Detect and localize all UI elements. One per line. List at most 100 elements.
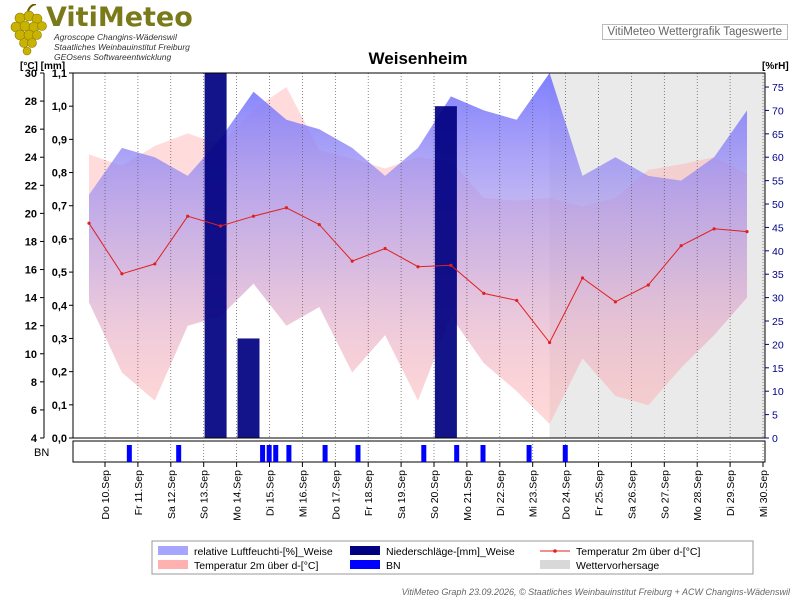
precip-tick-label: 0,7 (52, 201, 67, 213)
temperature-tick-label: 28 (25, 96, 37, 108)
humidity-tick-label: 20 (772, 339, 784, 351)
bn-event-bar (176, 445, 182, 462)
bn-event-bar (480, 445, 486, 462)
precip-tick-label: 0,2 (52, 367, 67, 379)
bn-event-bar (526, 445, 532, 462)
legend-bn-label: BN (386, 560, 401, 572)
temperature-point (251, 214, 256, 218)
precip-tick-label: 0,6 (52, 234, 67, 246)
x-tick-label: Di 22.Sep (495, 470, 507, 516)
temperature-tick-label: 12 (25, 321, 37, 333)
footer-credit: VitiMeteo Graph 23.09.2026, © Staatliche… (401, 587, 790, 597)
legend-temp-point (553, 549, 557, 553)
bn-event-bar (266, 445, 272, 462)
humidity-area (89, 73, 747, 424)
x-tick-label: Do 24.Sep (561, 470, 573, 520)
temperature-point (219, 224, 223, 228)
temperature-tick-label: 20 (25, 208, 37, 220)
temperature-point (679, 244, 683, 248)
legend-temp-band-swatch (158, 560, 188, 569)
precip-tick-label: 0,3 (52, 333, 67, 345)
precip-tick-label: 0,4 (52, 300, 68, 312)
x-tick-label: Di 15.Sep (265, 470, 277, 516)
humidity-tick-label: 45 (772, 222, 784, 234)
temperature-tick-label: 18 (25, 236, 37, 248)
temperature-point (580, 276, 585, 280)
temperature-point (712, 227, 716, 231)
temperature-point (284, 206, 288, 210)
bn-event-bar (273, 445, 279, 462)
bn-event-bar (286, 445, 292, 462)
left-axis-label: [°C] [mm] (20, 61, 65, 72)
humidity-tick-label: 55 (772, 176, 784, 188)
temperature-point (613, 300, 618, 304)
temperature-tick-label: 4 (31, 433, 38, 445)
humidity-tick-label: 50 (772, 199, 784, 211)
bn-strip (72, 440, 766, 463)
bn-event-bar (421, 445, 427, 462)
temperature-point (317, 223, 321, 227)
x-tick-label: Mo 14.Sep (232, 470, 244, 521)
x-tick-label: Sa 19.Sep (396, 470, 408, 519)
x-tick-label: Sa 26.Sep (626, 470, 638, 519)
bn-event-bar (454, 445, 460, 462)
logo-line-2: Staatliches Weinbauinstitut Freiburg (54, 42, 190, 52)
humidity-tick-label: 40 (772, 246, 784, 258)
temperature-tick-label: 6 (31, 405, 37, 417)
x-tick-label: Mi 16.Sep (297, 470, 309, 517)
bn-label: BN (34, 447, 49, 459)
x-tick-label: Fr 11.Sep (133, 470, 145, 515)
legend-precip-swatch (350, 546, 380, 555)
temperature-point (449, 263, 453, 267)
bn-event-bar (322, 445, 328, 462)
precip-bar (434, 106, 457, 438)
logo-title: VitiMeteo (46, 2, 193, 33)
humidity-tick-label: 75 (772, 82, 784, 94)
temperature-point (745, 230, 749, 234)
x-tick-label: Mo 28.Sep (692, 470, 704, 521)
bn-event-bar (260, 445, 266, 462)
x-tick-label: Fr 25.Sep (594, 470, 606, 516)
precip-tick-label: 0,1 (52, 400, 67, 412)
temperature-tick-label: 30 (25, 68, 37, 80)
precip-tick-label: 1,1 (52, 68, 67, 80)
legend-temp-line-label: Temperatur 2m über d-[°C] (576, 546, 700, 558)
x-tick-label: So 20.Sep (429, 470, 441, 519)
temperature-point (350, 259, 354, 263)
legend: relative Luftfeuchti-[%]_Weise Niederschl… (151, 540, 754, 575)
x-tick-label: Mo 21.Sep (462, 470, 474, 521)
temperature-point (646, 283, 650, 287)
bn-event-bar (126, 445, 132, 462)
temperature-point (515, 298, 519, 303)
plot-area: 4 6 8 10 12 14 16 18 20 22 24 26 28 30 0,0 0,1 0,2 0,3 0,4… (25, 68, 784, 575)
x-tick-label: Do 10.Sep (100, 470, 112, 520)
temperature-tick-label: 14 (25, 293, 38, 305)
right-axis-label: [%rH] (762, 61, 789, 72)
temperature-tick-label: 10 (25, 349, 37, 361)
humidity-tick-label: 70 (772, 105, 784, 117)
legend-precip-label: Niederschläge-[mm]_Weise (386, 546, 515, 558)
humidity-tick-label: 15 (772, 363, 784, 375)
chart-title: Weisenheim (369, 49, 468, 68)
humidity-tick-label: 60 (772, 152, 784, 164)
x-tick-label: Sa 12.Sep (166, 470, 178, 519)
temperature-tick-label: 22 (25, 180, 37, 192)
grape-logo-icon (10, 4, 47, 56)
temperature-point (383, 246, 387, 251)
temperature-point (186, 214, 190, 218)
temperature-tick-label: 24 (25, 152, 38, 164)
humidity-tick-label: 10 (772, 386, 784, 398)
chart-type-badge: VitiMeteo Wettergrafik Tageswerte (601, 24, 788, 40)
legend-bn-swatch (350, 560, 380, 569)
humidity-tick-label: 35 (772, 269, 784, 281)
humidity-tick-label: 65 (772, 129, 784, 141)
legend-humidity-label: relative Luftfeuchti-[%]_Weise (194, 546, 333, 558)
logo-line-1: Agroscope Changins-Wädenswil (54, 32, 177, 42)
precip-bar (204, 73, 227, 438)
humidity-tick-label: 30 (772, 293, 784, 305)
legend-box (151, 540, 754, 575)
x-tick-label: Mi 30.Sep (758, 470, 770, 517)
bn-event-bar (355, 445, 361, 462)
